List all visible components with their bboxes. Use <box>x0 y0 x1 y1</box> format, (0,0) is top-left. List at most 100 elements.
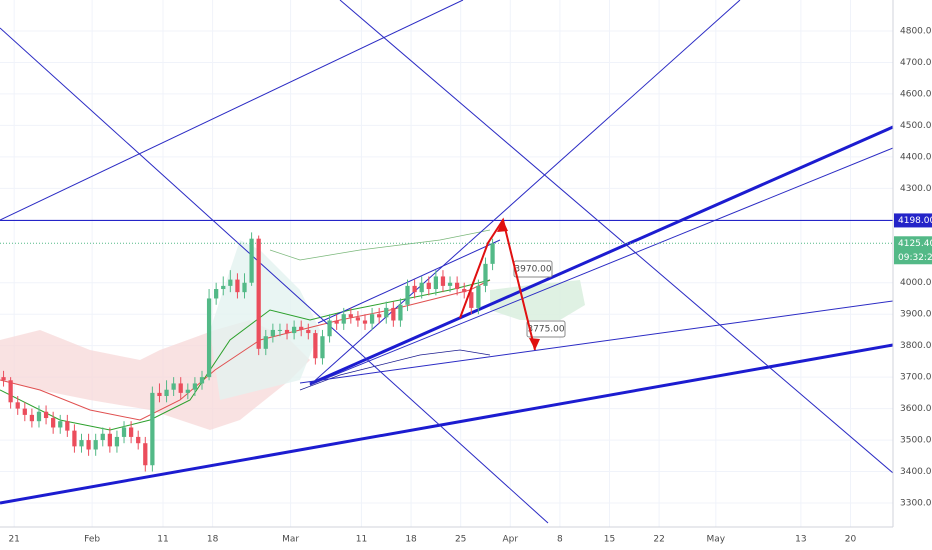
callout-box <box>513 260 553 278</box>
y-tick-label: 4500.00 <box>900 121 932 131</box>
candle-body <box>433 276 438 290</box>
arrow-head <box>497 220 508 232</box>
candle-body <box>100 433 105 441</box>
y-tick-label: 4700.00 <box>900 58 932 68</box>
candle-body <box>150 392 155 466</box>
candle-body <box>178 383 183 393</box>
y-tick-label: 4800.00 <box>900 27 932 37</box>
level-label: 4198.00 <box>898 216 932 226</box>
candle-body <box>36 411 42 422</box>
candle-body <box>377 314 382 318</box>
trendline <box>0 0 464 221</box>
x-tick-label: 13 <box>795 535 806 545</box>
last-price-label: 4125.40 <box>898 239 932 249</box>
candle-body <box>136 436 141 444</box>
candle-body <box>306 329 311 334</box>
candle-body <box>476 285 481 308</box>
candle-body <box>79 440 84 447</box>
band-upper <box>269 229 491 261</box>
candle-body <box>348 314 353 318</box>
candle-body <box>228 279 233 286</box>
candle-body <box>362 320 368 324</box>
trendlines <box>0 0 894 524</box>
x-tick-label: 20 <box>845 535 857 545</box>
countdown: 09:32:29 <box>898 253 932 263</box>
cloud-future <box>490 280 585 320</box>
levels: 3970.00 3775.00 <box>0 219 893 338</box>
candle-body <box>143 443 148 466</box>
candle-body <box>214 289 219 299</box>
candle-body <box>369 314 375 324</box>
axes: 3300.00 3400.00 3500.00 3600.00 3700.00 3800.… <box>8 27 932 545</box>
candle-body <box>462 289 467 293</box>
candle-body <box>277 329 283 331</box>
candle-body <box>355 317 361 321</box>
y-tick-label: 4000.00 <box>900 278 932 288</box>
candle-body <box>51 418 56 428</box>
trendline <box>0 27 549 524</box>
candle-body <box>313 333 318 359</box>
candle-body <box>65 421 70 431</box>
candle-body <box>440 276 446 286</box>
arrow-head <box>529 338 540 350</box>
candle-body <box>256 238 261 349</box>
candle-body <box>22 408 27 415</box>
x-tick-label: 18 <box>405 535 417 545</box>
candle-body <box>164 389 169 397</box>
candle-body <box>384 307 389 318</box>
candle-body <box>107 433 112 447</box>
x-tick-label: 11 <box>157 535 168 545</box>
candle-body <box>419 282 424 293</box>
candle-body <box>483 263 488 286</box>
trendline <box>309 147 894 386</box>
candles <box>1 232 495 472</box>
callout-label: 3970.00 <box>514 265 551 275</box>
candle-body <box>341 314 346 324</box>
y-tick-label: 3500.00 <box>900 436 932 446</box>
candle-body <box>185 389 190 393</box>
x-tick-label: 21 <box>8 535 19 545</box>
candle-body <box>1 377 6 381</box>
x-tick-label: 25 <box>455 535 466 545</box>
trendline <box>317 239 501 324</box>
candle-body <box>426 282 431 290</box>
y-tick-label: 3700.00 <box>900 373 932 383</box>
x-tick-label: 11 <box>356 535 367 545</box>
y-tick-label: 4300.00 <box>900 184 932 194</box>
trendline <box>309 0 741 386</box>
y-tick-label: 3600.00 <box>900 404 932 414</box>
candle-body <box>291 326 297 334</box>
x-tick-label: 8 <box>557 535 563 545</box>
candle-body <box>192 383 198 390</box>
candle-body <box>469 292 474 308</box>
candle-body <box>128 427 134 437</box>
candle-body <box>121 427 127 437</box>
x-tick-label: 15 <box>604 535 615 545</box>
y-tick-label: 3400.00 <box>900 467 932 477</box>
last-price-box <box>894 236 932 265</box>
callout-label: 3775.00 <box>527 325 564 335</box>
trendline <box>339 0 894 474</box>
y-tick-label: 3300.00 <box>900 499 932 509</box>
candle-body <box>86 440 91 450</box>
candle-body <box>93 440 98 450</box>
candle-body <box>334 320 339 324</box>
x-tick-label: 22 <box>653 535 664 545</box>
x-tick-label: Apr <box>502 535 518 545</box>
candle-body <box>242 282 247 293</box>
candle-body <box>327 320 332 337</box>
candle-body <box>391 307 396 321</box>
candle-body <box>199 377 205 384</box>
trendline <box>299 300 894 384</box>
candle-body <box>235 279 240 293</box>
candle-body <box>398 304 403 321</box>
candle-body <box>447 282 453 286</box>
candle-body <box>412 285 417 293</box>
x-tick-label: Feb <box>84 535 100 545</box>
candle-body <box>284 329 290 334</box>
candle-body <box>270 329 275 337</box>
y-tick-label: 4600.00 <box>900 89 932 99</box>
candle-body <box>15 402 20 409</box>
